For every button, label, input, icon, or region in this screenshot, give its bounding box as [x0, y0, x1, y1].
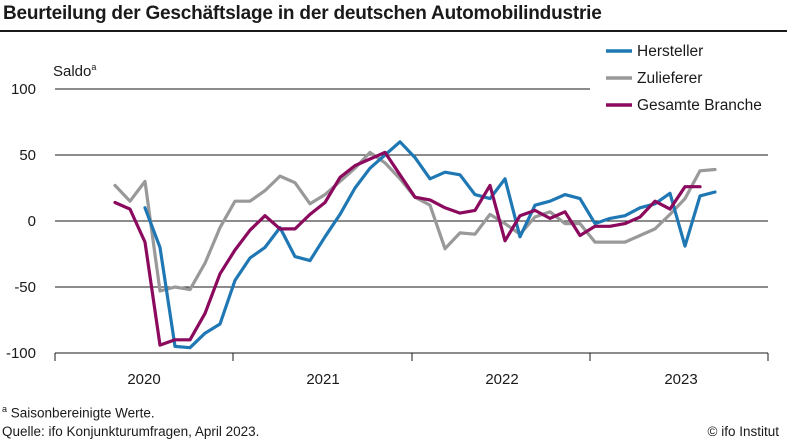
- series-line-zulieferer: [113, 150, 717, 293]
- series-line-gesamte-branche: [113, 150, 702, 347]
- year-label: 2021: [306, 371, 339, 388]
- y-axis-label: Saldoa: [53, 62, 96, 80]
- title-divider: [0, 30, 787, 32]
- legend-label: Gesamte Branche: [637, 97, 762, 114]
- legend-label: Hersteller: [637, 43, 703, 60]
- year-label: 2022: [485, 371, 518, 388]
- x-tick-labels: 2020 2021 2022 2023: [127, 371, 697, 388]
- y-tick-label: 0: [28, 213, 36, 230]
- y-tick-label: 50: [19, 147, 36, 164]
- y-tick-labels: 100 50 0 -50 -100: [6, 81, 36, 362]
- year-label: 2023: [664, 371, 697, 388]
- source-note: Quelle: ifo Konjunkturumfragen, April 20…: [2, 424, 260, 439]
- series-lines: [113, 140, 717, 350]
- y-tick-label: -50: [14, 279, 36, 296]
- legend: Hersteller Zulieferer Gesamte Branche: [606, 43, 762, 114]
- y-tick-label: -100: [6, 345, 36, 362]
- chart-title: Beurteilung der Geschäftslage in der deu…: [3, 3, 602, 24]
- legend-label: Zulieferer: [637, 70, 702, 87]
- year-label: 2020: [127, 371, 160, 388]
- x-axis: [54, 352, 769, 361]
- credit: © ifo Institut: [707, 424, 779, 439]
- line-chart: 100 50 0 -50 -100 2020 2021 2022 2023 Saldoa He…: [6, 43, 769, 388]
- y-tick-label: 100: [11, 81, 36, 98]
- series-line-hersteller: [143, 140, 717, 350]
- footnote: a Saisonbereinigte Werte.: [2, 404, 155, 421]
